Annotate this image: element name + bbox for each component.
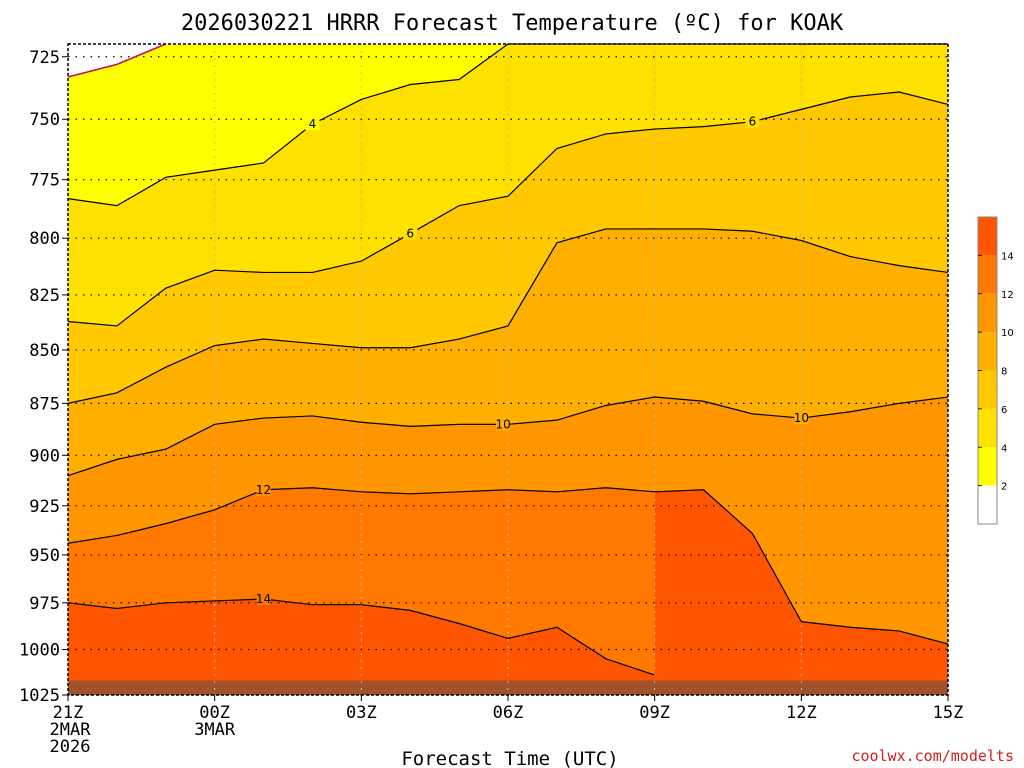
y-tick-label: 800: [29, 229, 60, 249]
y-tick-label: 825: [29, 286, 60, 306]
contour-label-bg: [794, 410, 809, 425]
colorbar: 14 12 10 8 6 4 2: [977, 216, 1014, 525]
colorbar-label: 14: [1001, 251, 1014, 262]
colorbar-label: 8: [1001, 367, 1007, 378]
y-tick-label: 875: [29, 394, 60, 414]
colorbar-swatch: [978, 485, 997, 524]
contour-label-bg: [256, 481, 271, 496]
y-tick-label: 950: [29, 546, 60, 566]
contour-label: 10: [794, 411, 809, 425]
x-tick-label: 3MAR: [194, 720, 236, 740]
y-tick-label: 925: [29, 497, 60, 517]
y-tick-label: 900: [29, 446, 60, 466]
colorbar-label: 2: [1001, 482, 1007, 493]
chart-title: 2026030221 HRRR Forecast Temperature (ºC…: [181, 11, 844, 36]
colorbar-swatch: [978, 255, 997, 294]
contour-line-8: [67, 228, 949, 404]
band-below-2: [68, 44, 166, 77]
contour-line-12: [67, 487, 949, 645]
colorbar-swatch: [978, 370, 997, 409]
colorbar-label: 6: [1001, 405, 1007, 416]
colorbar-swatch: [978, 447, 997, 486]
x-tick-label: 21Z: [53, 703, 84, 723]
contour-label-bg: [305, 116, 320, 131]
x-tick-label: 09Z: [639, 703, 670, 723]
y-tick-label: 1000: [19, 640, 60, 660]
contour-label: 12: [256, 483, 271, 497]
colorbar-label: 4: [1001, 443, 1007, 454]
colorbar-swatch: [978, 332, 997, 371]
contour-line-2: [67, 43, 167, 78]
x-tick-label: 03Z: [346, 703, 377, 723]
y-tick-label: 750: [29, 110, 60, 130]
contour-label: 6: [406, 227, 414, 241]
contour-label-bg: [256, 591, 271, 606]
contour-label: 10: [495, 417, 510, 431]
credit-text: coolwx.com/modelts: [851, 747, 1014, 765]
x-tick-label: 15Z: [933, 703, 964, 723]
contour-line-6: [67, 91, 949, 327]
x-tick-label: 06Z: [493, 703, 524, 723]
surface-strip: [68, 680, 948, 695]
colorbar-label: 12: [1001, 290, 1014, 301]
contour-label: 6: [749, 115, 757, 129]
contour-line-14: [67, 598, 655, 676]
x-tick-label: 00Z: [199, 703, 230, 723]
x-tick-label: 2026: [50, 737, 91, 757]
colorbar-label: 10: [1001, 328, 1014, 339]
axis-ticks: 7257507758008258508759009259509751000102…: [19, 48, 963, 757]
contour-label-bg: [745, 113, 760, 128]
y-tick-label: 725: [29, 48, 60, 68]
contour-label-bg: [403, 225, 418, 240]
contour-label-bg: [496, 416, 511, 431]
y-tick-label: 775: [29, 171, 60, 191]
band-below-4: [68, 44, 948, 206]
colorbar-swatch: [978, 293, 997, 333]
colorbar-swatch: [978, 217, 997, 256]
x-tick-label: 12Z: [786, 703, 817, 723]
x-tick-label: 2MAR: [50, 720, 92, 740]
colorbar-swatch: [978, 408, 997, 448]
y-tick-label: 975: [29, 594, 60, 614]
y-tick-label: 850: [29, 341, 60, 361]
plot-area: 4 6 6 10 10 12 14: [67, 43, 949, 696]
y-tick-label: 1025: [19, 686, 60, 706]
contour-label: 14: [256, 592, 271, 606]
contour-label: 4: [309, 117, 317, 131]
x-axis-label: Forecast Time (UTC): [401, 748, 618, 768]
